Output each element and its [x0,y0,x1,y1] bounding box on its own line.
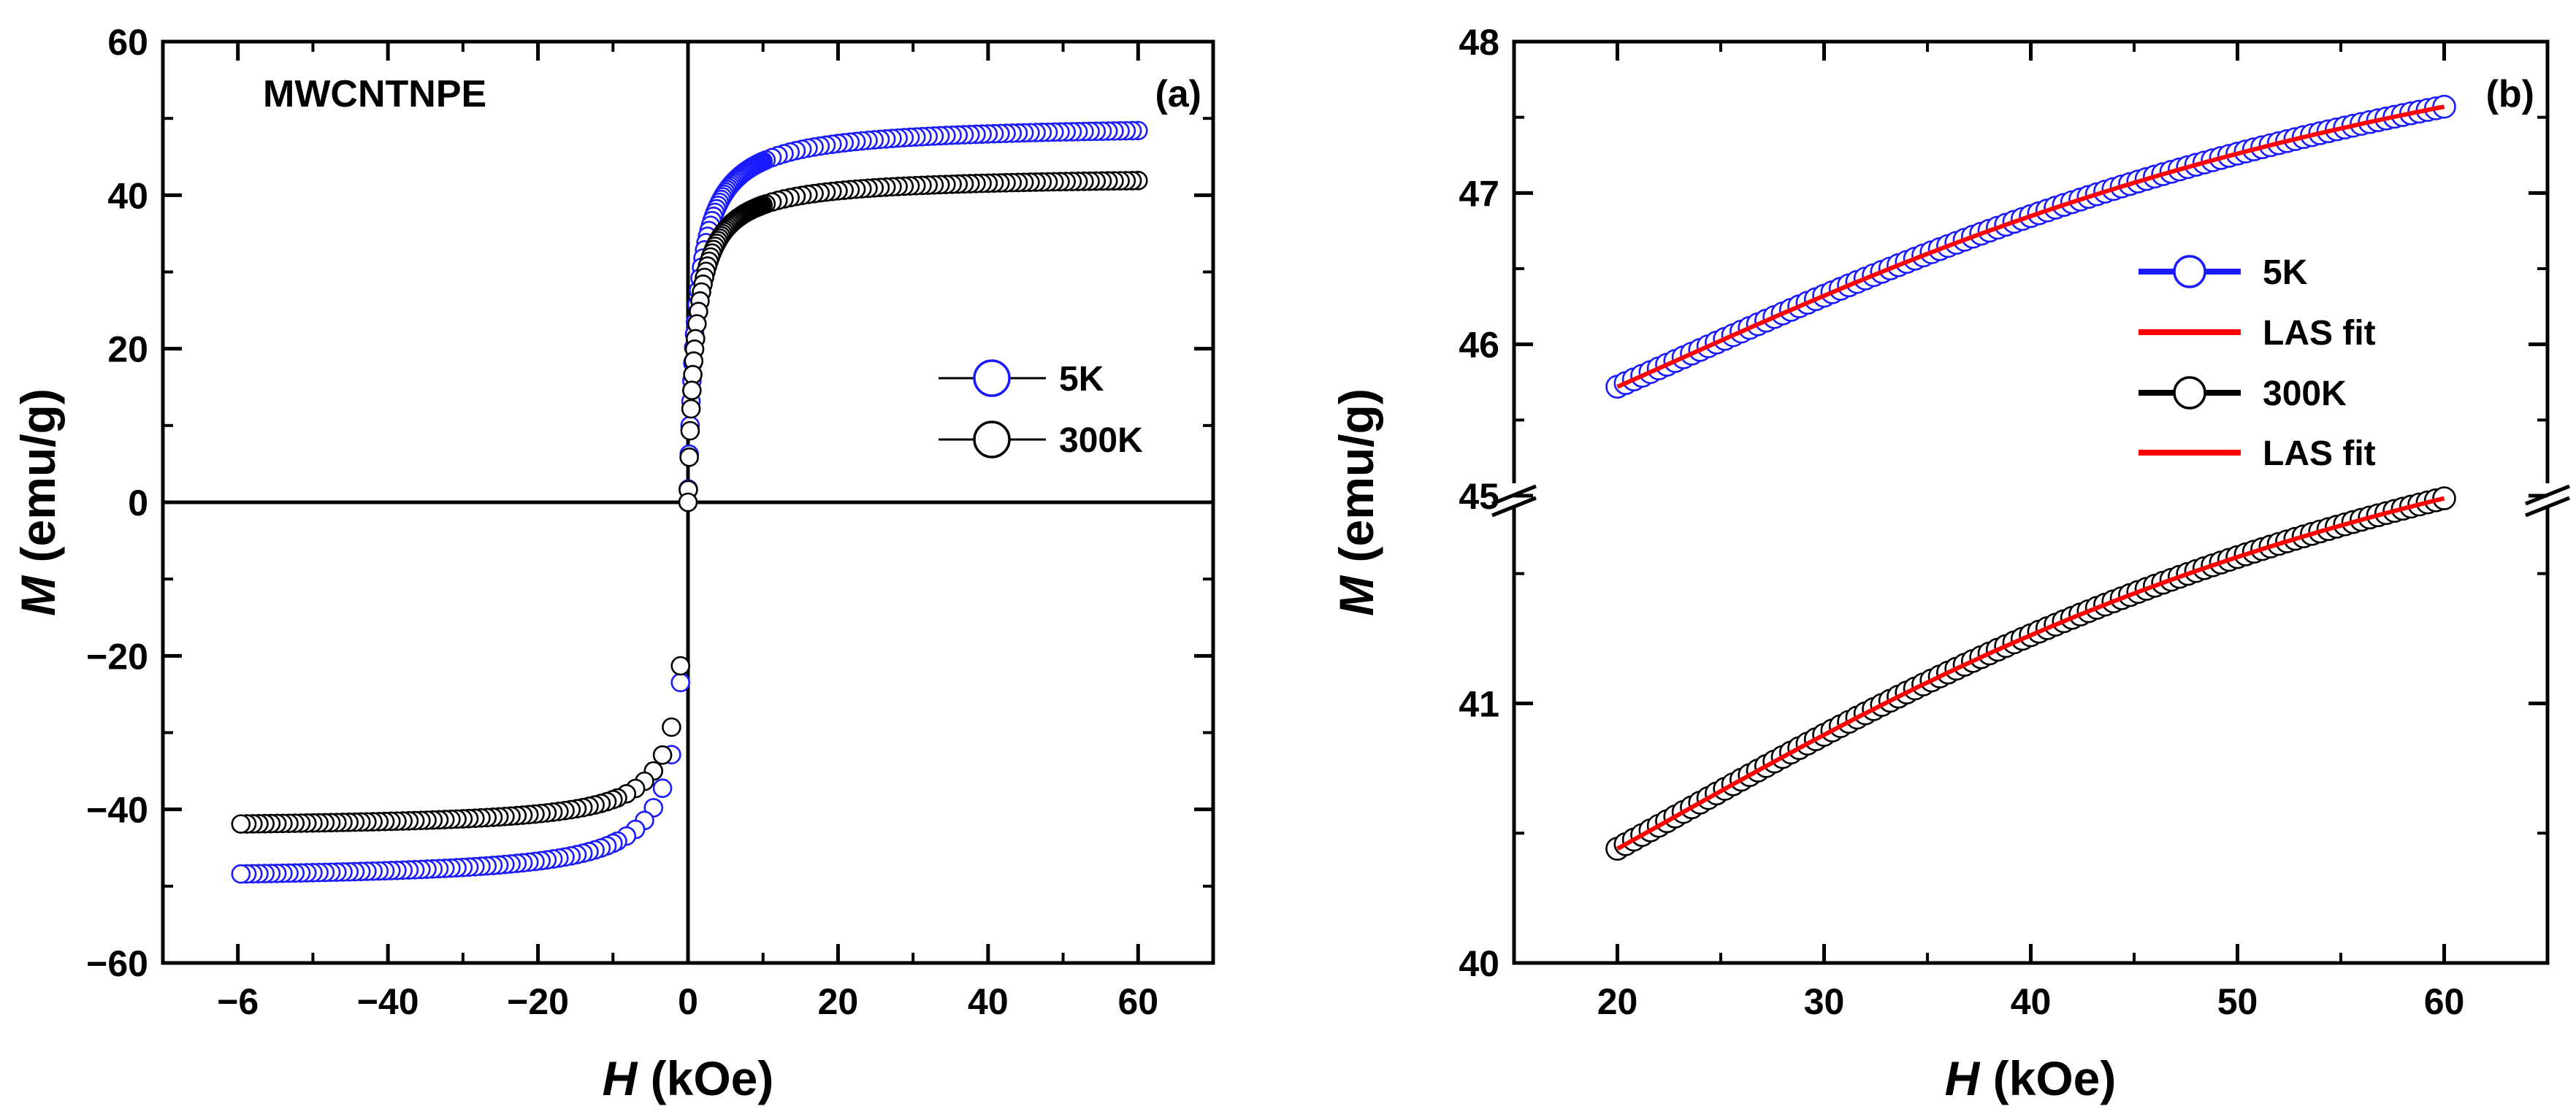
chart-a-y-tick-label: −20 [86,636,148,677]
chart-b-x-axis-label: H (kOe) [1945,1051,2117,1105]
chart-b-x-tick-label: 20 [1597,981,1638,1022]
chart-a-x-tick-label: 60 [1117,981,1158,1022]
chart-a-point-5k [652,778,673,799]
chart-b-y-axis-label-unit: (emu/g) [1329,388,1383,576]
chart-b-legend: 5K LAS fit 300K LAS fit [2139,253,2376,473]
chart-a-point-300k [662,717,681,737]
chart-a-point-300k [682,380,702,401]
chart-b-y-lower-tick-label: 40 [1459,943,1499,984]
chart-b-fit-line-5k [1616,104,2445,389]
chart-a-x-tick-label: 20 [818,981,859,1022]
chart-a-legend-5k-marker [973,359,1011,397]
chart-b-legend-300k-label: 300K [2263,375,2347,413]
chart-b-fit-line-300k [1616,496,2445,851]
chart-b-legend-5k-fit-label: LAS fit [2263,314,2376,353]
chart-a-x-tick-label: 0 [678,981,698,1022]
chart-a-legend-5k-label: 5K [1059,360,1104,399]
chart-a-legend-entry-5k: 5K [939,359,1104,399]
chart-a-x-axis-label: H (kOe) [603,1051,774,1105]
chart-a-x-axis-label-unit: (kOe) [637,1051,773,1105]
chart-b-axis-break-right-slash-2 [2525,496,2570,518]
chart-a-annotation: MWCNTNPE [263,73,486,115]
chart-b-legend-300k-marker [2173,376,2206,410]
chart-b-legend-5k-marker [2173,255,2206,288]
chart-b-y-lower-tick-label: 41 [1459,683,1499,724]
chart-a-y-tick-label: 20 [107,329,148,370]
chart-b-y-upper-tick-label: 45 [1459,476,1499,517]
chart-a-x-tick-label: −40 [357,981,419,1022]
chart-a-y-axis-label-unit: (emu/g) [11,388,65,576]
chart-a-y-axis-label: M (emu/g) [11,388,65,616]
chart-b-fit-lines [1616,104,2445,851]
chart-a-ticks: −6 −40 −20 0 20 40 60 −60 −40 −20 0 20 40 60 [86,22,1213,1022]
chart-a-x-tick-label: 40 [968,981,1009,1022]
chart-a-point-5k [670,672,691,693]
chart-a-point-300k [680,421,700,441]
chart-a-point-300k [670,656,691,676]
chart-a-points [231,120,1148,884]
chart-b-y-axis-label-symbol: M [1329,575,1383,616]
chart-b-legend-entry-300k-fit: LAS fit [2139,434,2376,473]
chart-b-x-axis-label-symbol: H [1945,1051,1981,1105]
chart-a-x-axis-label-symbol: H [603,1051,638,1105]
chart-b-x-axis-label-unit: (kOe) [1979,1051,2116,1105]
chart-b-legend-300k-fit-label: LAS fit [2263,434,2376,473]
chart-a-point-300k [652,745,673,765]
chart-b-axis-break-left-slash-2 [1491,496,1537,518]
chart-b: 20 30 40 50 60 45 46 47 48 40 41 (b) H (kOe) M (em… [1329,22,2572,1105]
chart-b-legend-5k-label: 5K [2263,253,2308,292]
chart-b-points [1605,94,2456,861]
chart-a-y-axis-label-symbol: M [11,575,65,616]
chart-b-legend-entry-5k: 5K [2139,253,2308,292]
chart-a-point-300k [679,447,699,467]
chart-b-x-tick-label: 40 [2011,981,2052,1022]
chart-a-x-tick-label: −20 [507,981,569,1022]
chart-b-x-tick-label: 30 [1804,981,1845,1022]
chart-a-panel-label: (a) [1155,73,1201,115]
chart-b-y-upper-tick-label: 46 [1459,325,1499,366]
chart-b-ticks: 20 30 40 50 60 45 46 47 48 40 41 [1459,22,2549,1022]
chart-b-y-upper-tick-label: 47 [1459,173,1499,214]
chart-a: −6 −40 −20 0 20 40 60 −60 −40 −20 0 20 40 60 MWCNTNPE… [11,22,1215,1105]
chart-a-y-tick-label: 40 [107,175,148,216]
chart-b-x-tick-label: 60 [2424,981,2465,1022]
chart-a-point-5k [231,864,251,884]
chart-a-legend-300k-label: 300K [1059,421,1143,460]
chart-a-point-300k [231,814,251,834]
chart-a-x-tick-label: −6 [217,981,259,1022]
chart-a-y-tick-label: 60 [107,22,148,63]
chart-a-legend-entry-300k: 300K [939,421,1143,460]
chart-b-x-tick-label: 50 [2217,981,2258,1022]
chart-b-panel-label: (b) [2486,73,2534,115]
chart-b-point-300k [2432,486,2456,510]
chart-b-y-axis-label: M (emu/g) [1329,388,1383,616]
chart-a-legend-300k-marker [973,421,1011,458]
chart-a-y-tick-label: −40 [86,790,148,831]
chart-b-legend-entry-300k: 300K [2139,375,2347,413]
chart-b-legend-entry-5k-fit: LAS fit [2139,314,2376,353]
chart-a-legend: 5K 300K [939,359,1143,460]
chart-b-y-upper-tick-label: 48 [1459,22,1499,63]
chart-a-y-tick-label: 0 [128,483,148,523]
chart-a-y-tick-label: −60 [86,943,148,984]
chart-a-point-300k [678,492,698,513]
chart-a-point-300k [681,399,701,419]
